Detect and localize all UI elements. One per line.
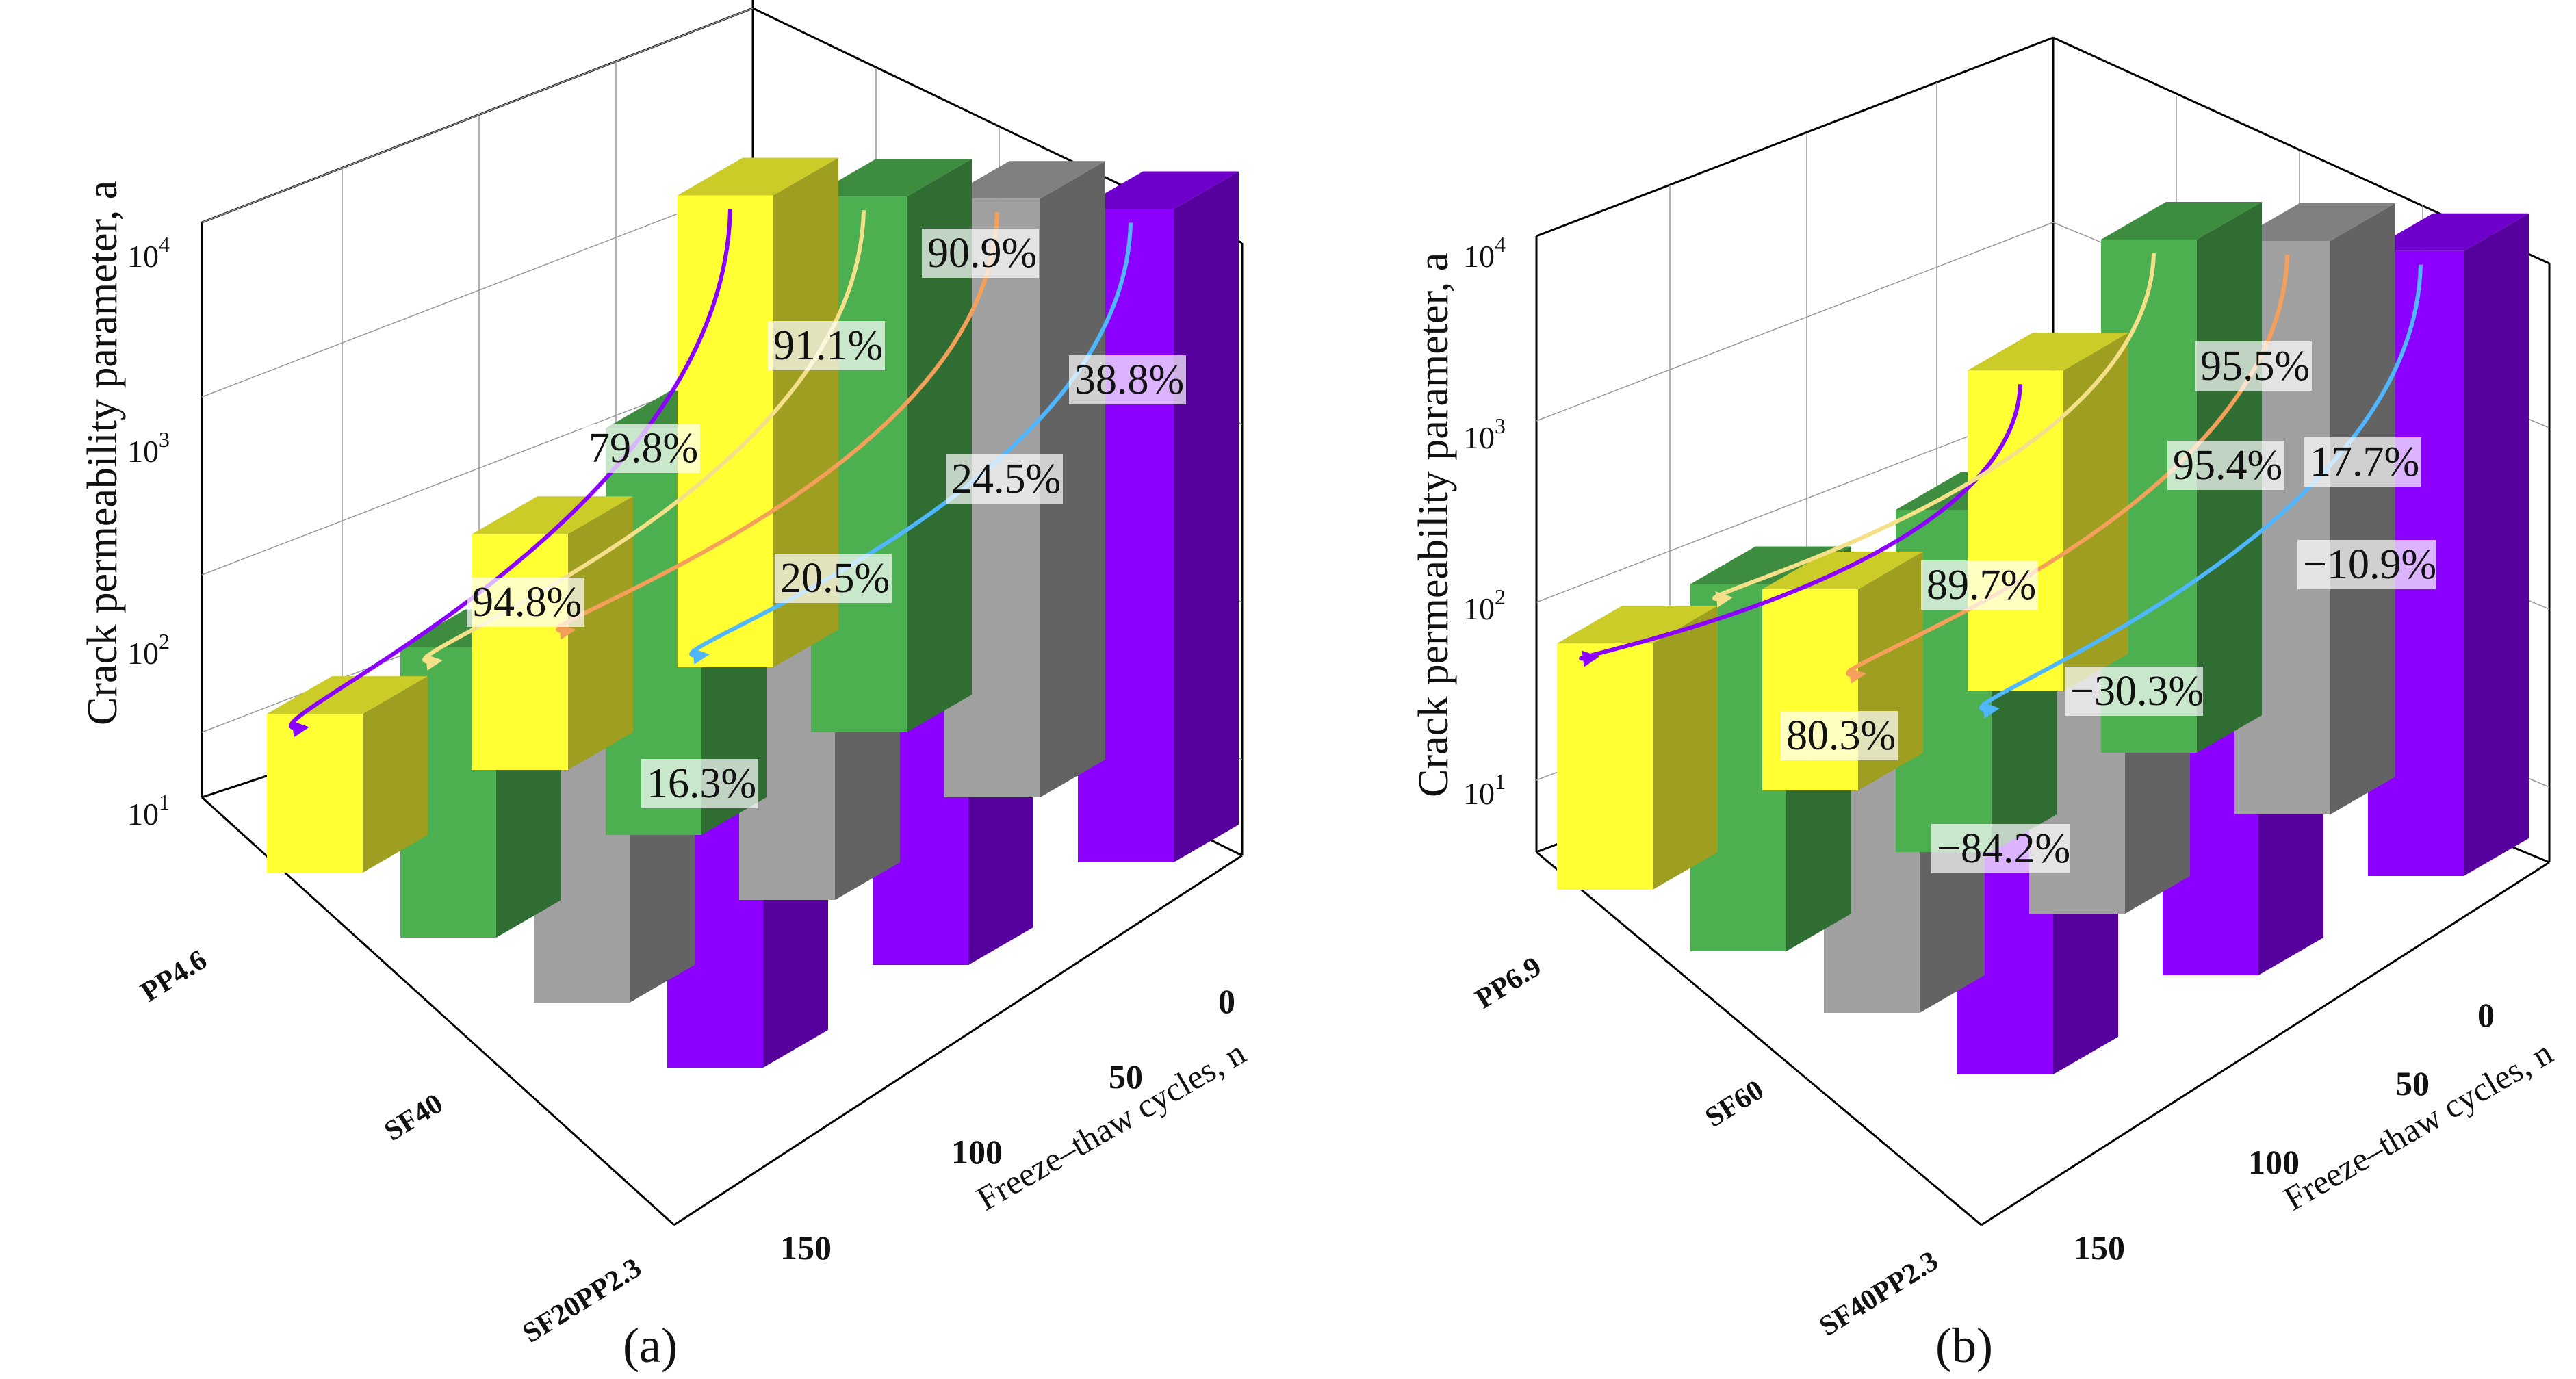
panel-b-ytick-3: 103: [1463, 413, 1506, 455]
svg-text:79.8%: 79.8%: [589, 425, 698, 472]
panel-a-annotation-1: 16.3%: [641, 759, 758, 808]
panel-a-annotation-7: 38.8%: [1069, 355, 1186, 404]
panel-b-bar-PP6-9-2: [1557, 606, 1718, 890]
panel-a-ytick-1: 101: [127, 790, 170, 832]
panel-b-ytick-2: 102: [1463, 584, 1506, 626]
svg-text:91.1%: 91.1%: [773, 322, 883, 369]
panel-b-annotation-2: 89.7%: [1921, 560, 2038, 610]
panel-b-label: (b): [1935, 1318, 1993, 1373]
svg-text:90.9%: 90.9%: [927, 230, 1037, 276]
panel-b-annotation-0: 80.3%: [1781, 711, 1898, 760]
panel-b-annotation-3: −30.3%: [2065, 667, 2204, 716]
panel-a-label: (a): [623, 1318, 678, 1373]
panel-b-cycle-label-2: 100: [2248, 1143, 2300, 1181]
panel-b-annotation-5: −10.9%: [2297, 540, 2436, 589]
panel-a-chart: 101 102 103 104 Crack permeability param…: [79, 0, 1252, 1373]
panel-a-ytick-3: 103: [127, 427, 170, 469]
panel-b-cycle-label-1: 50: [2395, 1064, 2430, 1103]
panel-a-annotation-2: 79.8%: [583, 424, 700, 473]
svg-text:−30.3%: −30.3%: [2070, 668, 2204, 714]
panel-b-y-ticks: 101 102 103 104: [1463, 232, 1506, 811]
panel-a-bar-PP4-6-1: [472, 496, 633, 770]
svg-text:95.4%: 95.4%: [2173, 442, 2282, 489]
panel-b-category-label-0: PP6.9: [1470, 951, 1547, 1015]
panel-b-cycle-label-3: 150: [2074, 1228, 2125, 1267]
panel-b-category-label-1: SF60: [1700, 1074, 1770, 1133]
svg-text:94.8%: 94.8%: [472, 579, 582, 626]
panel-a-cycle-label-1: 50: [1109, 1057, 1143, 1096]
panel-b-ytick-4: 104: [1463, 232, 1506, 274]
panel-a-annotation-3: 20.5%: [775, 554, 892, 603]
panel-a-ytick-4: 104: [127, 232, 170, 274]
panel-b-bars: [1557, 202, 2529, 1074]
svg-text:80.3%: 80.3%: [1786, 712, 1896, 759]
svg-text:−10.9%: −10.9%: [2303, 541, 2436, 588]
svg-text:−84.2%: −84.2%: [1937, 825, 2070, 872]
panel-b-annotation-4: 95.4%: [2167, 441, 2284, 490]
panel-b-annotation-6: 95.5%: [2195, 341, 2312, 391]
panel-a-annotation-0: 94.8%: [467, 578, 584, 627]
panel-a-annotation-5: 24.5%: [946, 454, 1063, 504]
panel-a-annotation-4: 91.1%: [768, 321, 885, 370]
panel-a-cycle-label-0: 0: [1218, 982, 1235, 1020]
panel-b-arrow-3: [1979, 264, 2423, 719]
panel-a-bar-PP4-6-2: [267, 676, 428, 873]
svg-text:95.5%: 95.5%: [2200, 343, 2310, 389]
panel-b-arrow-0: [1579, 384, 2022, 667]
svg-text:16.3%: 16.3%: [647, 760, 756, 807]
panel-b-y-axis-title: Crack permeability parameter, a: [1411, 253, 1457, 797]
panel-a-bar-PP4-6-0: [678, 157, 838, 667]
panel-a-ytick-2: 102: [127, 629, 170, 671]
svg-text:24.5%: 24.5%: [951, 456, 1061, 502]
panel-b-annotation-1: −84.2%: [1931, 824, 2070, 873]
panel-a-cycle-label-2: 100: [951, 1133, 1003, 1171]
panel-b-arrows: [1579, 253, 2423, 719]
panel-b-bar-PP6-9-0: [1968, 333, 2128, 691]
svg-text:38.8%: 38.8%: [1074, 357, 1184, 403]
panel-a-annotation-6: 90.9%: [922, 229, 1039, 278]
svg-text:20.5%: 20.5%: [780, 555, 890, 602]
svg-text:17.7%: 17.7%: [2310, 439, 2419, 485]
panel-b-cycle-label-0: 0: [2477, 996, 2495, 1034]
panel-a-y-axis-title: Crack permeability parameter, a: [79, 181, 126, 725]
panel-b-category-label-2: SF40PP2.3: [1814, 1245, 1944, 1342]
panel-b-annotation-7: 17.7%: [2304, 437, 2421, 487]
panel-a-cycle-label-3: 150: [780, 1228, 832, 1267]
panel-b-chart: 101 102 103 104 Crack permeability param…: [1411, 36, 2560, 1373]
panel-a-bars: [267, 157, 1239, 1068]
annotations: 94.8% 16.3% 79.8% 20.5% 91.1% 24.5% 90.9% 38.8%…: [467, 229, 2436, 873]
panel-a-y-ticks: 101 102 103 104: [127, 232, 170, 832]
panel-a-category-label-1: SF40: [379, 1087, 449, 1147]
panel-b-ytick-1: 101: [1463, 769, 1506, 811]
panel-a-arrow-3: [689, 222, 1133, 665]
panel-b-arrow-1: [1712, 253, 2156, 608]
svg-text:89.7%: 89.7%: [1927, 562, 2036, 608]
panel-a-category-label-0: PP4.6: [136, 944, 212, 1008]
panel-b-x-axis-title: Freeze–thaw cycles, n: [2278, 1033, 2560, 1218]
